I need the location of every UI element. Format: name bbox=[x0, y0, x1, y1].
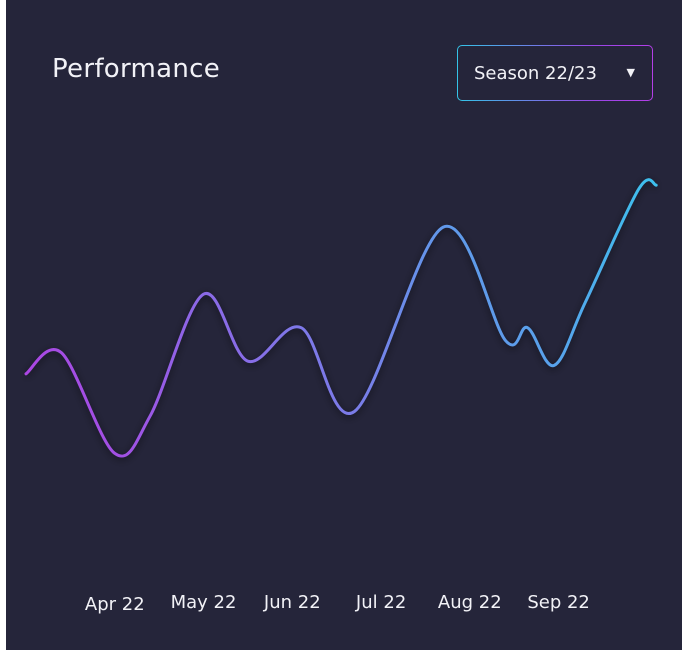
x-axis-ticks: Apr 22 May 22 Jun 22 Jul 22 Aug 22 Sep 22 bbox=[85, 592, 590, 615]
x-tick-label: Sep 22 bbox=[527, 592, 590, 613]
x-tick-label: Apr 22 bbox=[85, 594, 145, 615]
caret-down-icon: ▼ bbox=[626, 66, 635, 79]
season-dropdown-label: Season 22/23 bbox=[474, 63, 597, 84]
page-title: Performance bbox=[52, 54, 221, 84]
performance-chart: Apr 22 May 22 Jun 22 Jul 22 Aug 22 Sep 22 bbox=[24, 178, 658, 615]
x-tick-label: Jun 22 bbox=[263, 592, 321, 613]
series-line bbox=[24, 178, 658, 458]
season-dropdown[interactable]: Season 22/23 ▼ bbox=[457, 45, 653, 101]
x-tick-label: Jul 22 bbox=[355, 592, 406, 613]
x-tick-label: Aug 22 bbox=[438, 592, 502, 613]
x-tick-label: May 22 bbox=[171, 592, 237, 613]
series-line-glow bbox=[24, 179, 657, 460]
performance-card: Performance Season 22/23 ▼ Apr 22 May 22 J… bbox=[6, 0, 682, 650]
